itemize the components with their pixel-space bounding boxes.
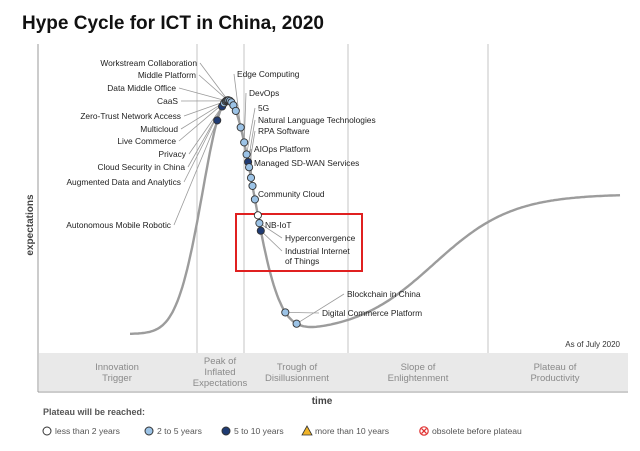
phase-label-2: Peak of: [204, 356, 237, 367]
phase-label-2: Expectations: [193, 378, 248, 389]
leader-line: [188, 101, 226, 155]
point-label-18: Community Cloud: [258, 189, 325, 199]
x-axis-label: time: [312, 396, 333, 407]
point-label-8: Data Middle Office: [107, 83, 176, 93]
data-point-0: [213, 116, 222, 125]
data-point-15: [245, 163, 254, 172]
point-label-15: RPA Software: [258, 126, 310, 136]
legend-label-2to5: 2 to 5 years: [157, 426, 202, 436]
leader-line: [296, 293, 345, 325]
point-label-14: Natural Language Technologies: [258, 115, 376, 125]
data-point-10: [231, 106, 240, 115]
point-labels: Autonomous Mobile Robotic Augmented Data …: [66, 58, 422, 318]
leader-line: [260, 230, 283, 252]
chart-title: Hype Cycle for ICT in China, 2020: [22, 13, 324, 34]
leader-line: [259, 222, 283, 239]
legend-items: less than 2 years 2 to 5 years 5 to 10 yea…: [42, 425, 522, 436]
data-point-20: [255, 219, 264, 228]
legend-marker-gt10: [301, 425, 313, 436]
data-point-11: [236, 123, 245, 132]
data-point-19: [253, 211, 262, 220]
phase-label-2: Inflated: [204, 367, 235, 378]
point-label-19: NB-IoT: [265, 220, 292, 230]
data-point-21: [256, 226, 265, 235]
phase-label-5: Plateau of: [534, 362, 577, 373]
data-point-23: [292, 319, 301, 328]
data-point-13: [242, 150, 251, 159]
phase-label-4: Slope of: [401, 362, 436, 373]
data-point-12: [240, 138, 249, 147]
leader-line: [243, 92, 247, 143]
phase-label-3: Disillusionment: [265, 373, 329, 384]
point-label-11: Edge Computing: [237, 69, 300, 79]
phase-label-1: Innovation: [95, 362, 139, 373]
data-points: [213, 96, 301, 328]
legend-title: Plateau will be reached:: [43, 407, 145, 417]
legend: Plateau will be reached: less than 2 yea…: [42, 407, 522, 436]
hype-curve: [130, 99, 621, 335]
point-label-13: 5G: [258, 103, 269, 113]
leader-line: [233, 73, 242, 128]
data-point-16: [246, 173, 256, 182]
point-label-16: AIOps Platform: [254, 144, 311, 154]
point-label-9: Middle Platform: [138, 70, 196, 80]
legend-marker-lt2: [42, 426, 52, 436]
highlight-box: [235, 213, 363, 272]
point-label-20: Hyperconvergence: [285, 233, 356, 243]
point-label-17: Managed SD-WAN Services: [254, 158, 359, 168]
phase-label-4: Enlightenment: [388, 373, 449, 384]
phase-label-5: Productivity: [530, 373, 579, 384]
point-label-0: Autonomous Mobile Robotic: [66, 220, 171, 230]
point-label-4: Live Commerce: [117, 136, 176, 146]
legend-label-lt2: less than 2 years: [55, 426, 120, 436]
data-point-22: [281, 308, 290, 317]
point-label-6: Zero-Trust Network Access: [80, 111, 181, 121]
point-label-21: Industrial Internet: [285, 246, 350, 256]
leader-line: [187, 102, 225, 168]
leader-line: [173, 120, 218, 226]
point-label-21: of Things: [285, 256, 319, 266]
point-label-23: Blockchain in China: [347, 289, 421, 299]
legend-marker-obsolete: [419, 426, 429, 436]
data-point-18: [250, 195, 259, 204]
phase-band: [39, 353, 628, 391]
phase-label-1: Trigger: [102, 373, 132, 384]
legend-label-obsolete: obsolete before plateau: [432, 426, 522, 436]
legend-marker-2to5: [144, 426, 154, 436]
as-of-date: As of July 2020: [565, 340, 620, 349]
leader-line: [246, 107, 256, 155]
phase-label-3: Trough of: [277, 362, 318, 373]
point-label-3: Privacy: [159, 149, 187, 159]
y-axis-label: expectations: [25, 194, 36, 256]
legend-label-gt10: more than 10 years: [315, 426, 389, 436]
point-label-7: CaaS: [157, 96, 178, 106]
point-label-5: Multicloud: [140, 124, 178, 134]
point-label-12: DevOps: [249, 88, 279, 98]
point-label-2: Cloud Security in China: [97, 162, 185, 172]
point-label-1: Augmented Data and Analytics: [66, 177, 181, 187]
data-point-17: [248, 181, 257, 190]
legend-marker-5to10: [221, 426, 231, 436]
legend-label-5to10: 5 to 10 years: [234, 426, 284, 436]
point-label-22: Digital Commerce Platform: [322, 308, 422, 318]
point-label-10: Workstream Collaboration: [100, 58, 197, 68]
phase-dividers: [196, 44, 489, 391]
